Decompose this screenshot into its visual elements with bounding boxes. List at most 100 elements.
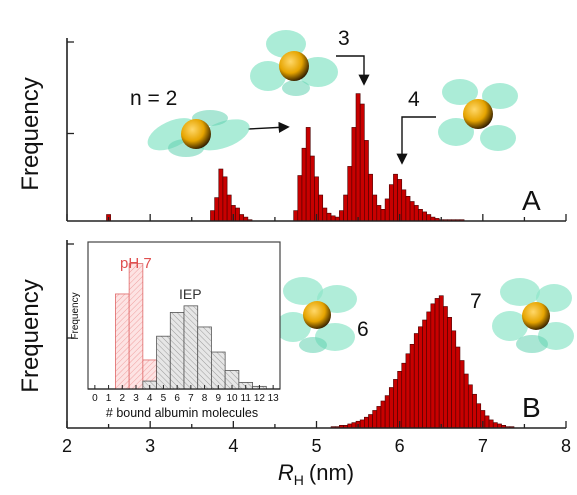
inset-x-tick-label: 2 (120, 393, 126, 404)
np-illustration-n3 (250, 30, 338, 96)
panel-a-bar (222, 176, 228, 222)
panel-a-bar (422, 211, 428, 222)
panel-b-bar (351, 422, 357, 429)
panel-a-bar (426, 214, 432, 222)
inset-chart: 0 1 2 3 4 5 6 7 8 9 10 11 12 13 Frequency # bound alb… (70, 241, 281, 420)
panel-a-bar (359, 103, 365, 222)
panel-b-bar (492, 422, 498, 429)
x-axis-label-main: R (278, 460, 294, 485)
panel-a-bar (322, 207, 328, 222)
panel-b: Frequency B 6 7 0 1 2 3 4 5 6 7 8 9 10 11 12 13 Fre (17, 240, 574, 429)
panel-a-bar (380, 209, 386, 222)
inset-x-tick-label: 4 (147, 393, 153, 404)
inset-x-tick-label: 0 (92, 393, 98, 404)
inset-ticks: 0 1 2 3 4 5 6 7 8 9 10 11 12 13 (92, 385, 279, 404)
annotation-6: 6 (357, 318, 369, 341)
panel-b-bar (472, 393, 477, 429)
panel-b-bar (426, 311, 432, 429)
panel-b-bar (451, 330, 457, 429)
panel-b-bar (405, 353, 411, 429)
inset-bar-ph7 (128, 263, 144, 390)
panel-b-bar (467, 384, 473, 429)
x-axis-label: RH (nm) (278, 460, 354, 488)
inset-bar-ph7 (115, 293, 130, 390)
panel-b-bar (438, 295, 444, 429)
inset-x-tick-label: 3 (133, 393, 139, 404)
panel-a: Frequency A n = 2 3 4 (17, 27, 567, 222)
panel-b-bars (330, 295, 515, 429)
panel-a-bar (235, 207, 240, 222)
np-illustration-n7 (492, 278, 574, 353)
arrow-n2 (247, 121, 290, 134)
panel-a-bar (318, 194, 324, 222)
inset-bar-iep (183, 305, 199, 390)
panel-b-bar (463, 373, 469, 429)
inset-legend-iep: IEP (179, 286, 202, 302)
inset-ylabel: Frequency (70, 292, 81, 339)
panel-a-bar (372, 194, 378, 222)
x-axis-label-unit: (nm) (309, 460, 354, 485)
panel-a-bar (297, 175, 303, 222)
inset-bar-iep (211, 351, 226, 390)
panel-b-bar (364, 416, 369, 429)
x-tick-label: 2 (62, 436, 72, 456)
np-illustration-n4 (438, 79, 518, 151)
panel-a-bar (368, 173, 373, 222)
panel-b-bar (376, 406, 382, 429)
panel-b-ylabel: Frequency (17, 279, 44, 392)
x-tick-label: 8 (561, 436, 571, 456)
panel-b-bar (380, 400, 386, 429)
arrow-4 (396, 116, 436, 165)
panel-b-bar (413, 333, 419, 429)
panel-a-bar (401, 189, 407, 222)
x-tick-label: 7 (478, 436, 488, 456)
panel-a-bar (364, 140, 369, 222)
inset-x-tick-label: 8 (202, 393, 208, 404)
panel-a-ticks (66, 41, 567, 221)
panel-a-bar (384, 198, 390, 222)
panel-a-bar (226, 194, 232, 222)
panel-b-bar (430, 303, 436, 429)
annotation-n2: n = 2 (130, 87, 177, 110)
inset-bar-iep (169, 312, 185, 390)
panel-b-bar (418, 326, 423, 429)
panel-a-bar (339, 210, 344, 222)
panel-b-bar (368, 414, 373, 429)
panel-b-bar (484, 415, 490, 429)
panel-b-label: B (522, 392, 541, 423)
panel-b-bar (476, 403, 482, 429)
panel-a-label: A (522, 185, 541, 216)
panel-a-bar (393, 173, 398, 222)
np-illustration-n6 (275, 277, 357, 353)
panel-a-bar (326, 212, 332, 222)
panel-b-bar (488, 419, 494, 429)
inset-x-tick-label: 7 (188, 393, 194, 404)
panel-a-bar (418, 209, 423, 222)
annotation-3: 3 (338, 27, 350, 50)
annotation-7: 7 (470, 290, 482, 313)
panel-b-bar (397, 370, 403, 429)
x-tick-label: 3 (145, 436, 155, 456)
inset-x-tick-label: 11 (241, 393, 252, 404)
inset-x-tick-label: 13 (268, 393, 280, 404)
panel-b-bar (372, 410, 378, 429)
x-tick-label: 5 (311, 436, 321, 456)
panel-b-bar (384, 395, 390, 429)
annotation-4: 4 (408, 88, 420, 111)
panel-a-bar (218, 168, 224, 222)
inset-x-tick-label: 9 (216, 393, 222, 404)
panel-b-bar (459, 360, 465, 429)
panel-b-ticks (66, 243, 567, 428)
panel-a-bar (413, 205, 419, 222)
panel-a-bar (405, 196, 411, 222)
panel-a-bar (347, 166, 353, 222)
inset-x-tick-label: 1 (106, 393, 112, 404)
panel-a-bar (309, 155, 315, 222)
panel-b-bar (409, 343, 415, 429)
x-tick-label: 6 (395, 436, 405, 456)
panel-b-bar (455, 346, 461, 429)
panel-a-bar (214, 197, 220, 222)
panel-a-bars (106, 93, 465, 222)
